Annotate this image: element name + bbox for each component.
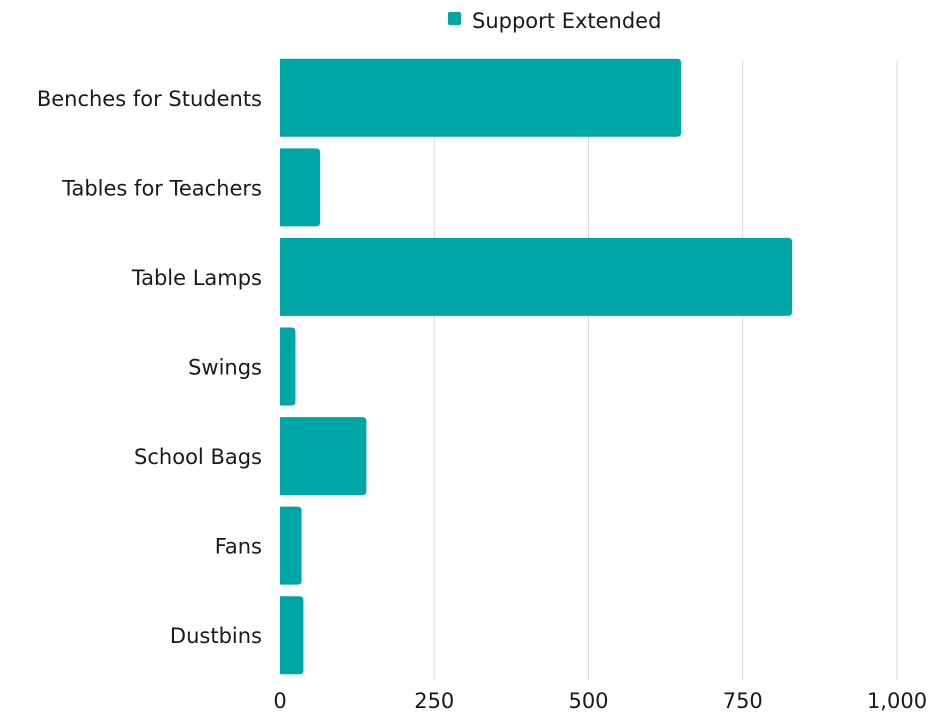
category-label: Fans <box>215 535 262 559</box>
category-label: Table Lamps <box>131 266 262 290</box>
bar-dustbins <box>280 596 304 675</box>
gridlines <box>433 60 898 680</box>
bar-school-bags <box>280 417 367 496</box>
category-label: Dustbins <box>170 624 262 648</box>
category-label: Tables for Teachers <box>61 176 262 200</box>
bar-swings <box>280 327 296 406</box>
x-tick-label: 250 <box>414 689 454 713</box>
bars <box>280 58 793 675</box>
x-tick-labels: 0 250 500 750 1,000 <box>273 689 927 713</box>
bar-benches-for-students <box>280 58 682 137</box>
category-labels: Benches for Students Tables for Teachers T… <box>37 87 262 648</box>
x-tick-label: 1,000 <box>867 689 927 713</box>
x-tick-label: 0 <box>273 689 286 713</box>
x-tick-label: 500 <box>568 689 608 713</box>
legend-swatch <box>448 12 461 25</box>
bar-tables-for-teachers <box>280 148 321 227</box>
category-label: Benches for Students <box>37 87 262 111</box>
category-label: School Bags <box>134 445 262 469</box>
x-tick-label: 750 <box>723 689 763 713</box>
bar-table-lamps <box>280 237 793 316</box>
bar-fans <box>280 506 302 585</box>
category-label: Swings <box>188 356 262 380</box>
legend: Support Extended <box>448 9 661 33</box>
legend-label: Support Extended <box>472 9 661 33</box>
